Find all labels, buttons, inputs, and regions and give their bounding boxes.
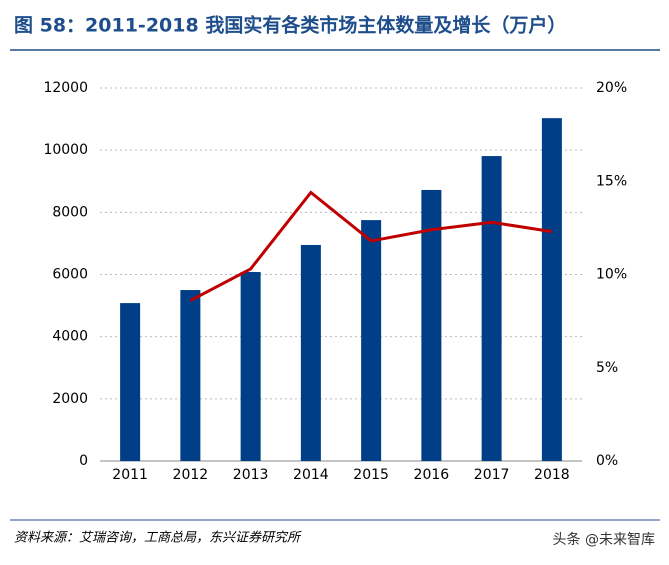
bar (541, 118, 562, 462)
bar (361, 220, 382, 461)
bar (120, 303, 141, 461)
x-tick-label: 2017 (474, 467, 510, 483)
x-tick-label: 2013 (233, 467, 269, 483)
x-tick-label: 2011 (112, 467, 148, 483)
bar (300, 244, 321, 461)
y-tick-label: 10000 (43, 142, 88, 158)
y2-tick-label: 5% (596, 360, 618, 376)
y-tick-label: 6000 (52, 267, 88, 283)
chart-title: 图 58：2011-2018 我国实有各类市场主体数量及增长（万户） (14, 14, 566, 37)
bar (180, 290, 201, 461)
bar (421, 189, 442, 461)
y2-tick-label: 20% (596, 80, 627, 96)
bar (481, 156, 502, 461)
line (189, 190, 553, 302)
y2-tick-label: 15% (596, 173, 627, 189)
y2-tick-label: 0% (596, 453, 618, 469)
y-tick-label: 12000 (43, 80, 88, 96)
y-tick-label: 8000 (52, 204, 88, 220)
bar (240, 272, 261, 461)
y-tick-label: 4000 (52, 329, 88, 345)
watermark: 头条 @未来智库 (553, 531, 655, 548)
source: 资料来源：艾瑞咨询，工商总局，东兴证券研究所 (14, 530, 302, 546)
y-tick-label: 2000 (52, 391, 88, 407)
y-tick-label: 0 (79, 453, 88, 469)
x-tick-label: 2014 (293, 467, 329, 483)
x-tick-label: 2015 (353, 467, 389, 483)
x-tick-label: 2016 (414, 467, 450, 483)
y2-tick-label: 10% (596, 267, 627, 283)
x-tick-label: 2018 (534, 467, 570, 483)
x-tick-label: 2012 (173, 467, 209, 483)
